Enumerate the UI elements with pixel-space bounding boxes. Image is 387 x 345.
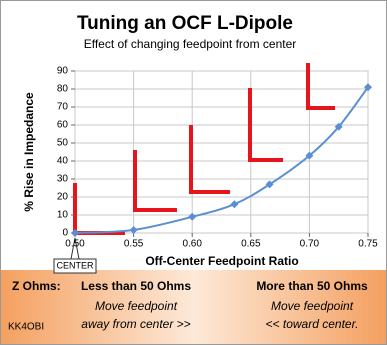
x-axis-label: Off-Center Feedpoint Ratio: [145, 254, 298, 268]
y-tick-label: 30: [57, 174, 69, 185]
l-icon: [133, 150, 177, 212]
x-tick-label: 0.55: [124, 239, 144, 250]
data-point: [265, 180, 274, 189]
y-tick-label: 60: [57, 120, 69, 131]
data-point: [71, 229, 79, 237]
center-pointer: [70, 237, 80, 260]
y-tick-label: 0: [62, 228, 68, 239]
chart-subtitle: Effect of changing feedpoint from center: [84, 37, 297, 51]
data-point: [188, 212, 197, 221]
center-annotation: CENTER: [56, 260, 94, 270]
y-tick-label: 70: [57, 102, 69, 113]
credit: KK4OBI: [8, 322, 44, 333]
x-tick-label: 0.70: [300, 239, 320, 250]
data-point: [334, 122, 343, 131]
z-label: Z Ohms:: [12, 279, 61, 293]
data-point: [305, 151, 314, 160]
chart-title: Tuning an OCF L-Dipole: [77, 13, 293, 34]
left-line: Move feedpoint: [95, 299, 178, 313]
l-icon: [189, 125, 230, 194]
l-icon: [306, 63, 335, 110]
y-axis-label: % Rise in Impedance: [22, 92, 36, 212]
x-tick-label: 0.50: [65, 239, 85, 250]
left-line: away from center >>: [81, 317, 190, 331]
x-tick-label: 0.65: [241, 239, 261, 250]
y-tick-label: 20: [57, 192, 69, 203]
right-line: << toward center.: [266, 317, 359, 331]
x-tick-label: 0.75: [358, 239, 378, 250]
right-heading: More than 50 Ohms: [256, 279, 368, 293]
x-tick-label: 0.60: [182, 239, 202, 250]
y-tick-label: 80: [57, 84, 69, 95]
right-line: Move feedpoint: [271, 299, 354, 313]
data-point: [230, 200, 239, 209]
left-heading: Less than 50 Ohms: [81, 279, 191, 293]
y-tick-label: 40: [57, 156, 69, 167]
y-tick-label: 50: [57, 138, 69, 149]
data-line: [74, 86, 369, 234]
y-tick-label: 90: [57, 66, 69, 77]
y-tick-label: 10: [57, 210, 69, 221]
footer-band: [1, 270, 386, 344]
data-point: [129, 225, 138, 234]
l-icon: [248, 88, 283, 162]
l-dipole-icons: [73, 63, 335, 235]
data-point: [364, 83, 372, 92]
